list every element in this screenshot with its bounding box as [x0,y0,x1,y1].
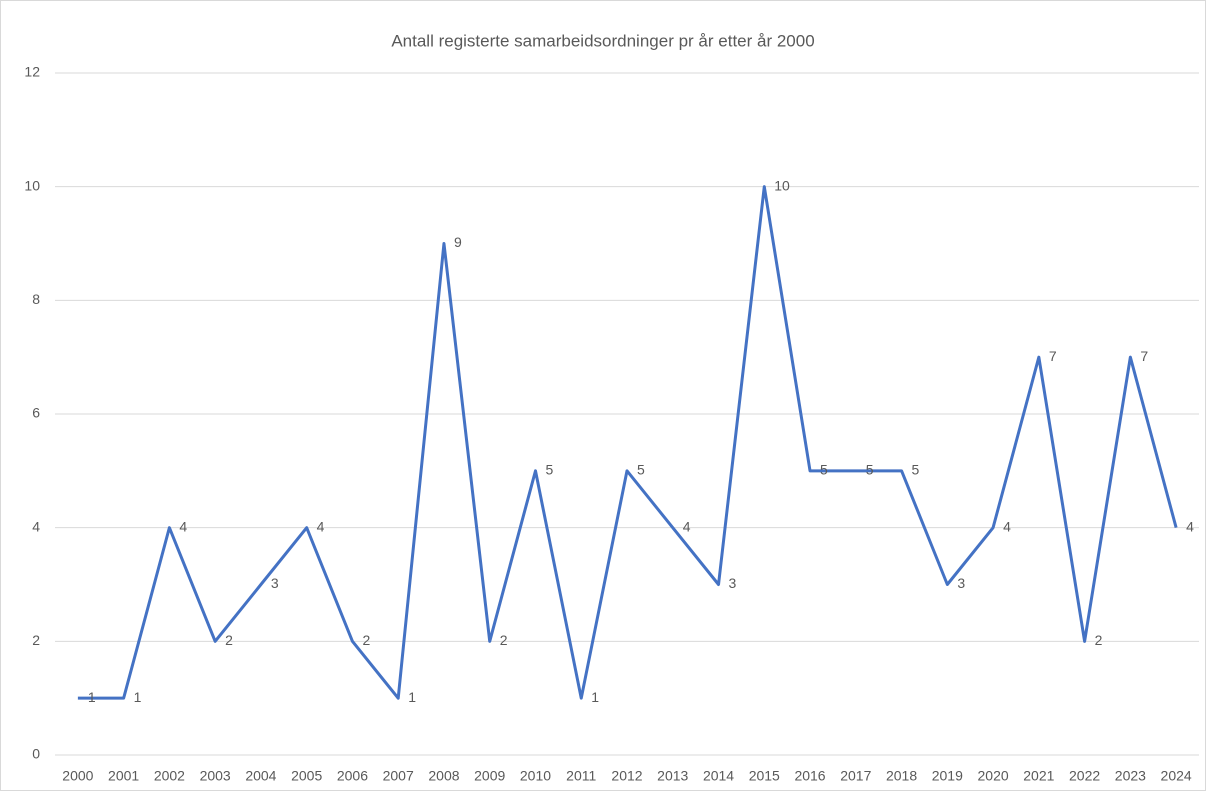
data-line [77,185,1178,700]
data-label: 9 [454,234,462,250]
x-tick-label: 2021 [1023,768,1054,784]
data-label: 2 [500,632,508,648]
x-tick-label: 2020 [978,768,1009,784]
x-tick-label: 2015 [749,768,780,784]
data-label: 3 [957,575,965,591]
y-tick-label: 2 [32,632,40,648]
x-tick-label: 2007 [383,768,414,784]
x-tick-label: 2009 [474,768,505,784]
x-tick-label: 2001 [108,768,139,784]
y-tick-label: 8 [32,291,40,307]
data-label: 2 [225,632,233,648]
data-label: 4 [1186,518,1194,534]
data-label: 7 [1049,348,1057,364]
data-label: 1 [88,689,96,705]
data-label: 2 [362,632,370,648]
x-tick-label: 2011 [566,768,596,784]
data-label: 1 [591,689,599,705]
y-tick-label: 12 [24,64,40,80]
data-label: 1 [408,689,416,705]
y-tick-label: 0 [32,746,40,762]
data-label: 5 [820,462,828,478]
x-tick-label: 2017 [840,768,871,784]
data-label: 3 [729,575,737,591]
chart-title: Antall registerte samarbeidsordninger pr… [391,31,814,50]
x-tick-label: 2006 [337,768,368,784]
data-label: 5 [866,462,874,478]
data-label: 5 [912,462,920,478]
x-tick-label: 2013 [657,768,688,784]
data-label: 1 [134,689,142,705]
x-tick-label: 2022 [1069,768,1100,784]
x-tick-label: 2000 [62,768,93,784]
y-tick-label: 10 [24,177,40,193]
y-tick-label: 6 [32,405,40,421]
x-tick-label: 2010 [520,768,551,784]
data-label: 5 [545,462,553,478]
x-tick-label: 2016 [794,768,825,784]
x-tick-label: 2012 [611,768,642,784]
x-tick-label: 2002 [154,768,185,784]
x-tick-label: 2004 [245,768,276,784]
data-label: 7 [1140,348,1148,364]
data-label: 2 [1095,632,1103,648]
x-tick-label: 2003 [200,768,231,784]
x-tick-label: 2019 [932,768,963,784]
x-tick-label: 2008 [428,768,459,784]
data-label: 4 [1003,518,1011,534]
data-label: 3 [271,575,279,591]
y-tick-label: 4 [32,518,40,534]
x-tick-label: 2024 [1161,768,1192,784]
data-label: 4 [179,518,187,534]
x-tick-label: 2014 [703,768,734,784]
data-label: 10 [774,177,790,193]
data-label: 4 [317,518,325,534]
data-label: 4 [683,518,691,534]
x-tick-label: 2005 [291,768,322,784]
data-label: 5 [637,462,645,478]
x-tick-label: 2018 [886,768,917,784]
x-tick-label: 2023 [1115,768,1146,784]
